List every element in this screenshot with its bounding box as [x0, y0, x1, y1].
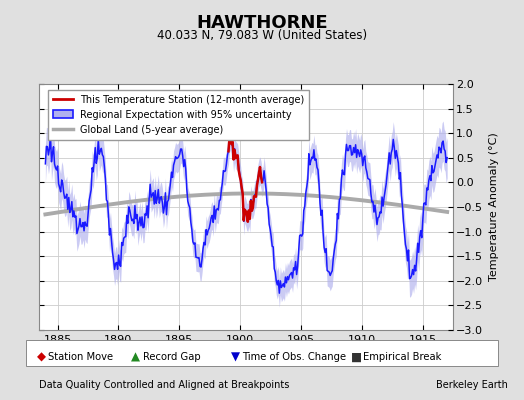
FancyBboxPatch shape — [26, 340, 498, 366]
Text: 40.033 N, 79.083 W (United States): 40.033 N, 79.083 W (United States) — [157, 29, 367, 42]
Text: ▲: ▲ — [131, 350, 140, 363]
Text: Empirical Break: Empirical Break — [363, 352, 441, 362]
Legend: This Temperature Station (12-month average), Regional Expectation with 95% uncer: This Temperature Station (12-month avera… — [48, 90, 310, 140]
Text: ▼: ▼ — [231, 350, 239, 363]
Text: Data Quality Controlled and Aligned at Breakpoints: Data Quality Controlled and Aligned at B… — [39, 380, 290, 390]
Text: ◆: ◆ — [37, 350, 46, 363]
Text: Station Move: Station Move — [48, 352, 113, 362]
Y-axis label: Temperature Anomaly (°C): Temperature Anomaly (°C) — [489, 133, 499, 281]
Text: ■: ■ — [351, 350, 362, 363]
Text: HAWTHORNE: HAWTHORNE — [196, 14, 328, 32]
Text: Record Gap: Record Gap — [143, 352, 200, 362]
Text: Time of Obs. Change: Time of Obs. Change — [242, 352, 346, 362]
Text: Berkeley Earth: Berkeley Earth — [436, 380, 508, 390]
